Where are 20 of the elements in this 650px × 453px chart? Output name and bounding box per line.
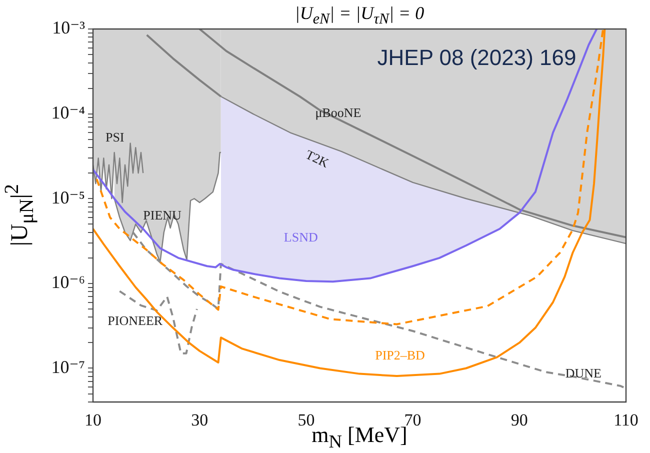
y-tick-label: 10⁻⁵ [51,187,85,208]
x-tick-label: 10 [84,410,102,430]
y-tick-label: 10⁻³ [52,18,86,38]
x-tick-label: 30 [191,410,208,430]
annotation: JHEP 08 (2023) 169 [377,44,576,70]
annotation: T2K [303,146,332,171]
annotation: LSND [284,229,318,244]
annotation: PIENU [143,208,182,223]
y-tick-label: 10⁻⁴ [51,102,85,123]
y-tick-label: 10⁻⁶ [51,272,85,292]
annotation: PIONEER [108,313,163,328]
x-tick-label: 50 [298,410,315,430]
y-tick-label: 10⁻⁷ [51,356,85,377]
annotation: PSI [105,129,124,144]
chart-title: |U$_{eN}$| = |U$_{τN}$| = 0 [294,3,426,29]
annotation: μBooNE [315,105,362,120]
x-tick-label: 90 [510,410,528,430]
x-tick-label: 110 [614,410,638,430]
annotation: PIP2–BD [375,348,425,363]
annotation: DUNE [565,366,602,381]
